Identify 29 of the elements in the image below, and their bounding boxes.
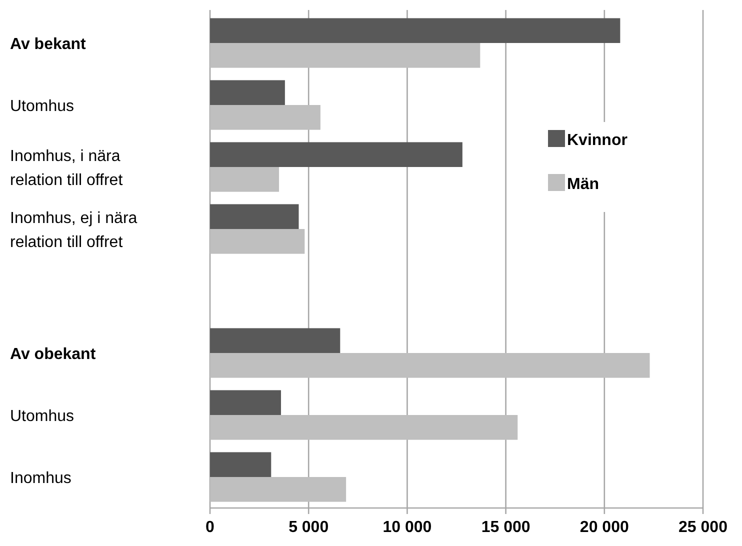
x-tick-label: 15 000 — [481, 519, 530, 536]
x-tick-label: 5 000 — [288, 519, 329, 536]
x-tick-label: 20 000 — [580, 519, 629, 536]
bar — [210, 167, 280, 192]
legend-label: Män — [567, 176, 599, 193]
y-tick-label: Inomhus, ej i nära relation till offret — [10, 210, 138, 251]
bar — [210, 452, 272, 477]
bar — [210, 142, 462, 167]
y-tick-label: Utomhus — [10, 408, 74, 425]
y-tick-label: Av bekant — [10, 36, 87, 53]
y-tick-label: Inomhus, i nära relation till offret — [10, 148, 124, 189]
y-tick-label: Inomhus — [10, 470, 72, 487]
bar — [210, 204, 299, 229]
bar — [210, 18, 620, 43]
bar — [210, 477, 346, 502]
bar — [210, 80, 285, 105]
bar — [210, 353, 650, 378]
bar — [210, 328, 340, 353]
y-tick-label: Av obekant — [10, 346, 96, 363]
bar — [210, 390, 281, 415]
y-tick-label: Utomhus — [10, 98, 74, 115]
bar — [210, 105, 320, 130]
bar — [210, 415, 518, 440]
x-tick-label: 25 000 — [678, 519, 728, 536]
bar — [210, 229, 305, 254]
legend-label: Kvinnor — [567, 132, 628, 149]
bar — [210, 43, 480, 68]
x-tick-label: 10 000 — [382, 519, 432, 536]
x-tick-label: 0 — [206, 519, 215, 536]
